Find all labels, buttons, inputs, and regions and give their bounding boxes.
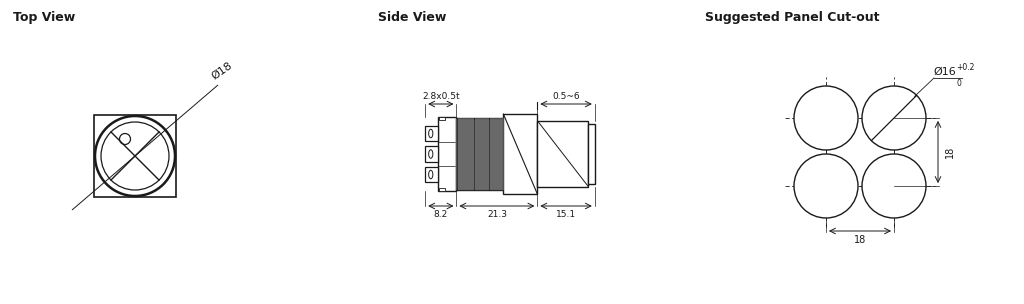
- Text: 0.5~6: 0.5~6: [552, 92, 580, 101]
- Bar: [425, 146, 438, 162]
- Text: Suggested Panel Cut-out: Suggested Panel Cut-out: [705, 11, 880, 24]
- Bar: [439, 188, 445, 191]
- Bar: [588, 124, 595, 184]
- Text: 18: 18: [945, 146, 955, 158]
- Text: Top View: Top View: [13, 11, 75, 24]
- Circle shape: [794, 86, 858, 150]
- Circle shape: [862, 86, 926, 150]
- Bar: [457, 118, 504, 190]
- Circle shape: [862, 154, 926, 218]
- Ellipse shape: [429, 150, 433, 158]
- Text: 0: 0: [956, 79, 962, 88]
- Text: Ø18: Ø18: [210, 60, 234, 81]
- Text: +0.2: +0.2: [956, 64, 975, 72]
- Bar: [425, 167, 438, 182]
- Bar: [425, 126, 438, 141]
- Text: 2.8x0.5t: 2.8x0.5t: [422, 92, 460, 101]
- Text: 8.2: 8.2: [434, 210, 447, 219]
- Bar: [94, 115, 176, 197]
- Ellipse shape: [429, 170, 433, 179]
- Text: Ø16: Ø16: [933, 67, 955, 77]
- Bar: [438, 117, 457, 191]
- Ellipse shape: [429, 129, 433, 138]
- Bar: [504, 114, 538, 194]
- Circle shape: [794, 154, 858, 218]
- Bar: [538, 121, 588, 187]
- Bar: [439, 117, 445, 120]
- Text: 21.3: 21.3: [486, 210, 507, 219]
- Text: 18: 18: [854, 235, 866, 245]
- Text: 15.1: 15.1: [556, 210, 577, 219]
- Text: Side View: Side View: [378, 11, 446, 24]
